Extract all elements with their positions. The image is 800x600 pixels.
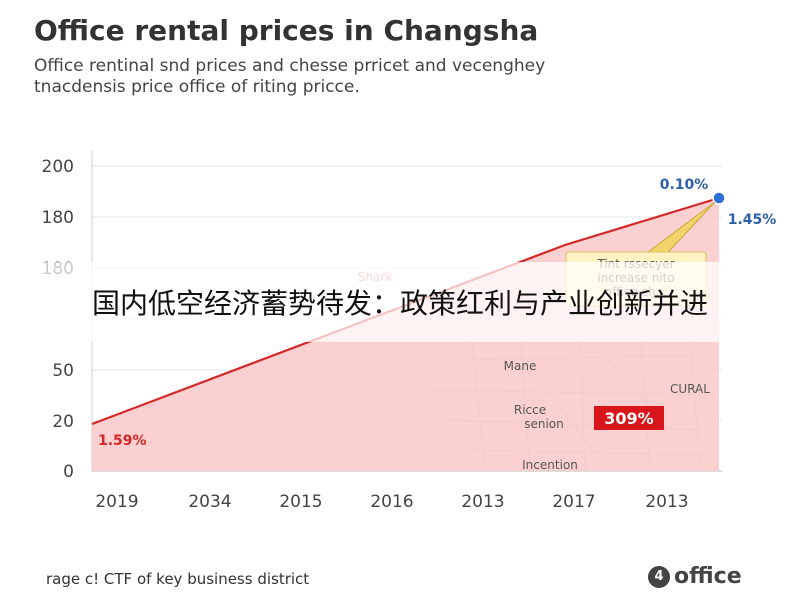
x-tick-label: 2013 (645, 492, 688, 512)
y-tick-label: 20 (52, 412, 74, 432)
x-tick-label: 2013 (461, 492, 504, 512)
map-label: Mane (504, 359, 537, 373)
x-tick-label: 2017 (552, 492, 595, 512)
map-label: senion (524, 417, 564, 431)
logo-icon: 4 (648, 565, 670, 588)
y-tick-label: 50 (52, 361, 74, 381)
start-label: 1.59% (98, 433, 147, 449)
series-line (91, 196, 720, 426)
badge-box (594, 406, 664, 430)
end-label-right: 1.45% (728, 212, 777, 228)
subtitle-line-2: tnacdensis price office of riting pricce… (34, 77, 360, 97)
map-label: CURAL (670, 382, 710, 396)
x-axis-ticks: 2019 2034 2015 2016 2013 2017 2013 (95, 492, 688, 512)
chart-title: Office rental prices in Changsha (34, 14, 539, 47)
chart-subtitle: Office rentinal snd prices and chesse pr… (34, 56, 734, 98)
y-tick-label: 180 (42, 208, 74, 228)
map-label: Incention (522, 458, 578, 472)
badge-text: 309% (604, 409, 653, 428)
y-tick-label: 200 (42, 157, 74, 177)
overlay-banner: 国内低空经济蓄势待发：政策红利与产业创新并进 (0, 262, 800, 342)
x-tick-label: 2016 (370, 492, 413, 512)
end-point-marker (712, 191, 726, 205)
brand-logo: 4 office (648, 564, 742, 589)
subtitle-line-1: Office rentinal snd prices and chesse pr… (34, 56, 546, 76)
x-tick-label: 2015 (279, 492, 322, 512)
end-label-top: 0.10% (660, 177, 709, 193)
logo-text: office (674, 564, 742, 589)
map-label: Ricce (514, 403, 546, 417)
x-tick-label: 2019 (95, 492, 138, 512)
x-tick-label: 2034 (188, 492, 231, 512)
source-note: rage c! CTF of key business district (46, 570, 310, 588)
banner-text: 国内低空经济蓄势待发：政策红利与产业创新并进 (91, 287, 708, 320)
y-tick-label: 0 (63, 462, 74, 482)
